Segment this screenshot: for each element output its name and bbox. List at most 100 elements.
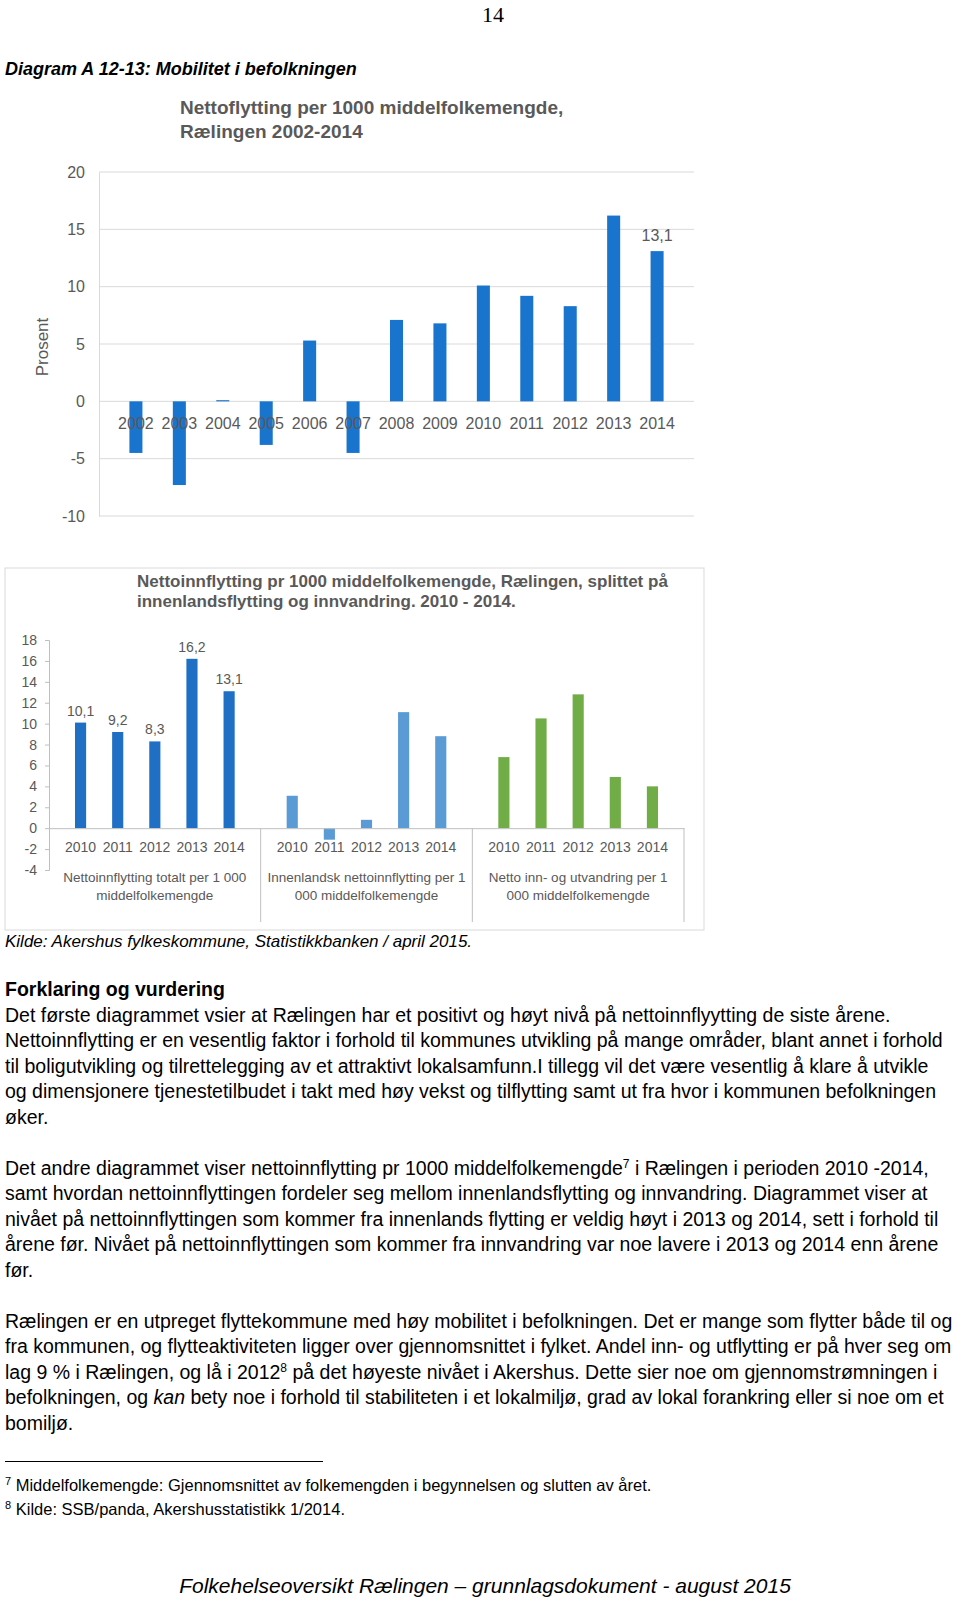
tick-label: 2011 [103, 839, 133, 855]
tick-mark [45, 828, 49, 829]
tick-label: 2008 [379, 415, 415, 432]
tick: 2010 [65, 828, 96, 855]
tick-label: 2003 [162, 415, 198, 432]
tick-mark [45, 703, 49, 704]
chart-frame [5, 568, 704, 930]
tick-label: 2 [29, 799, 37, 815]
tick: 2002 [118, 401, 154, 431]
tick-label: -5 [71, 450, 85, 467]
text-run: Det andre diagrammet viser nettoinnflytt… [5, 1157, 623, 1179]
tick-mark [45, 786, 49, 787]
tick: 2014 [637, 828, 668, 855]
tick-label: 12 [21, 695, 37, 711]
tick: 2013 [600, 828, 631, 855]
tick-label: 0 [76, 393, 85, 410]
tick-label: 2011 [510, 415, 545, 432]
tick: 2007 [335, 401, 371, 431]
bar [361, 820, 372, 828]
grid [99, 172, 694, 516]
tick: 0 [29, 820, 49, 836]
tick-label: 2013 [176, 839, 207, 855]
tick: 2011 [510, 401, 545, 431]
grid-line [99, 458, 694, 459]
tick-label: 2006 [292, 415, 328, 432]
tick: 2006 [292, 401, 328, 431]
axis-line [45, 641, 50, 871]
tick-mark [45, 807, 49, 808]
tick-mark [45, 682, 49, 683]
tick: 2011 [314, 828, 344, 855]
footer: Folkehelseoversikt Rælingen – grunnlagsd… [0, 1574, 960, 1598]
tick-label: 2010 [488, 839, 519, 855]
bar [477, 286, 490, 402]
tick: -4 [25, 862, 49, 878]
bar [607, 216, 620, 402]
tick: 2012 [552, 401, 588, 431]
tick-label: 2013 [388, 839, 419, 855]
footnote-marker: 8 [5, 1499, 11, 1511]
tick: 2012 [139, 828, 170, 855]
bar [149, 741, 160, 828]
bar [435, 736, 446, 828]
tick: 2011 [103, 828, 133, 855]
footnote-marker: 7 [5, 1475, 11, 1487]
footnote-text: Kilde: SSB/panda, Akershusstatistikk 1/2… [11, 1500, 345, 1518]
tick-label: 2009 [422, 415, 458, 432]
text-run: 7 [623, 1156, 630, 1170]
bar [610, 777, 621, 828]
tick-label: -2 [25, 841, 38, 857]
text-line: Rælingen 2002-2014 [180, 121, 363, 142]
axis-line [99, 173, 100, 517]
bar [520, 296, 533, 401]
tick: 16 [21, 653, 49, 669]
tick-mark [45, 661, 49, 662]
tick-label: 2014 [425, 839, 456, 855]
bar [647, 786, 658, 828]
text-line: 000 middelfolkemengde [506, 888, 649, 903]
data-label: 13,1 [215, 671, 242, 687]
caption: Diagram A 12-13: Mobilitet i befolkninge… [5, 59, 357, 80]
tick-mark [45, 849, 49, 850]
x-axis: 20102011201220132014 [50, 828, 262, 855]
tick: 8 [29, 737, 49, 753]
text-run: Det første diagrammet vsier at Rælingen … [5, 1004, 943, 1128]
tick: 2 [29, 799, 49, 815]
tick-label: 2012 [351, 839, 382, 855]
tick: -10 [62, 508, 99, 525]
tick-label: 2013 [596, 415, 632, 432]
tick-label: 10 [67, 278, 85, 295]
tick: 14 [21, 674, 49, 690]
footnote: 7 Middelfolkemengde: Gjennomsnittet av f… [5, 1473, 651, 1497]
y-axis: -4-2024681012141618 [21, 632, 49, 878]
bar [112, 732, 123, 828]
tick-label: 2004 [205, 415, 241, 432]
footnote-text: Middelfolkemengde: Gjennomsnittet av fol… [11, 1476, 651, 1494]
tick-label: 2012 [139, 839, 170, 855]
text-line: Innenlandsk nettoinnflytting per 1 [267, 870, 465, 885]
tick: 2014 [639, 401, 675, 431]
tick-label: 18 [21, 632, 37, 648]
tick: 2012 [351, 828, 382, 855]
tick: 2014 [425, 828, 456, 855]
tick: 2011 [526, 828, 556, 855]
tick: 4 [29, 778, 49, 794]
tick-label: 2010 [65, 839, 96, 855]
tick-label: 2012 [552, 415, 588, 432]
chart: -10-505101520Nettoflytting per 1000 midd… [0, 90, 720, 530]
tick-label: -4 [25, 862, 38, 878]
tick-mark [45, 765, 49, 766]
bar [498, 757, 509, 828]
text-line: middelfolkemengde [96, 888, 213, 903]
tick: 20 [67, 164, 99, 181]
paragraph: Det første diagrammet vsier at Rælingen … [5, 1003, 955, 1131]
group-label: Netto inn- og utvandring per 1000 middel… [489, 870, 668, 903]
bar [186, 659, 197, 828]
tick-label: 14 [21, 674, 37, 690]
tick-label: 10 [21, 716, 37, 732]
group-separator [472, 828, 473, 922]
tick: 2012 [563, 828, 594, 855]
data-label: 8,3 [145, 721, 165, 737]
bar [390, 320, 403, 401]
bar [287, 796, 298, 828]
section: Forklaring og vurderingDet første diagra… [5, 977, 955, 1462]
